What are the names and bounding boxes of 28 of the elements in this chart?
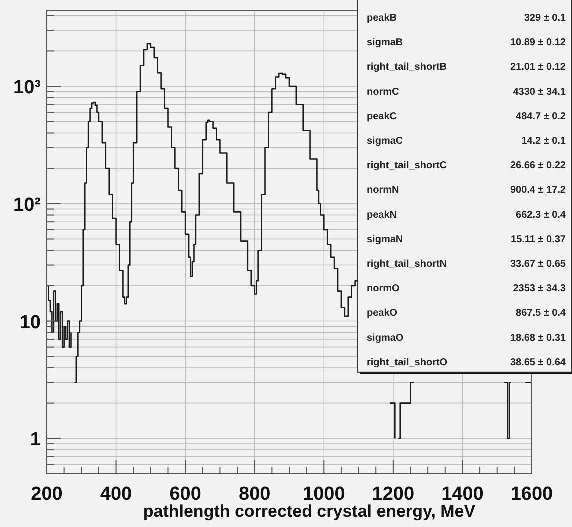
text: sigmaO 18.68 ± 0.31 [367,332,566,344]
text: peakN 662.3 ± 0.4 [367,210,566,221]
text: peakO 867.5 ± 0.4 [367,308,566,320]
text: sigmaC 14.2 ± 0.1 [367,136,566,147]
x-axis-title: pathlength corrected crystal energy, MeV [143,502,476,521]
x-tick-label: 1200 [372,484,415,505]
text: right_tail_shortB 21.01 ± 0.12 [367,62,566,74]
x-tick-label: 200 [31,484,63,505]
text: peakB 329 ± 0.1 [367,13,566,24]
text: right_tail_shortN 33.67 ± 0.65 [367,259,566,270]
y-tick-label: 10² [14,194,41,216]
x-tick-label: 600 [170,484,202,505]
x-tick-label: 1400 [442,484,484,505]
x-tick-label: 800 [239,484,271,505]
text: sigmaN 15.11 ± 0.37 [367,234,566,246]
y-tick-label: 1 [30,430,42,451]
x-tick-label: 400 [100,484,132,505]
x-tick-label: 1000 [303,484,346,505]
text: normO 2353 ± 34.3 [367,284,566,295]
text: right_tail_shortC 26.66 ± 0.22 [367,160,566,172]
text: right_tail_shortO 38.65 ± 0.64 [367,357,566,368]
y-tick-label: 10 [20,312,41,334]
text: peakC 484.7 ± 0.2 [367,111,566,122]
y-tick-label: 10³ [14,78,41,99]
text: normC 4330 ± 34.1 [367,86,566,98]
x-tick-label: 1600 [510,484,554,505]
text: normN 900.4 ± 17.2 [367,185,566,196]
text: sigmaB 10.89 ± 0.12 [367,38,566,49]
